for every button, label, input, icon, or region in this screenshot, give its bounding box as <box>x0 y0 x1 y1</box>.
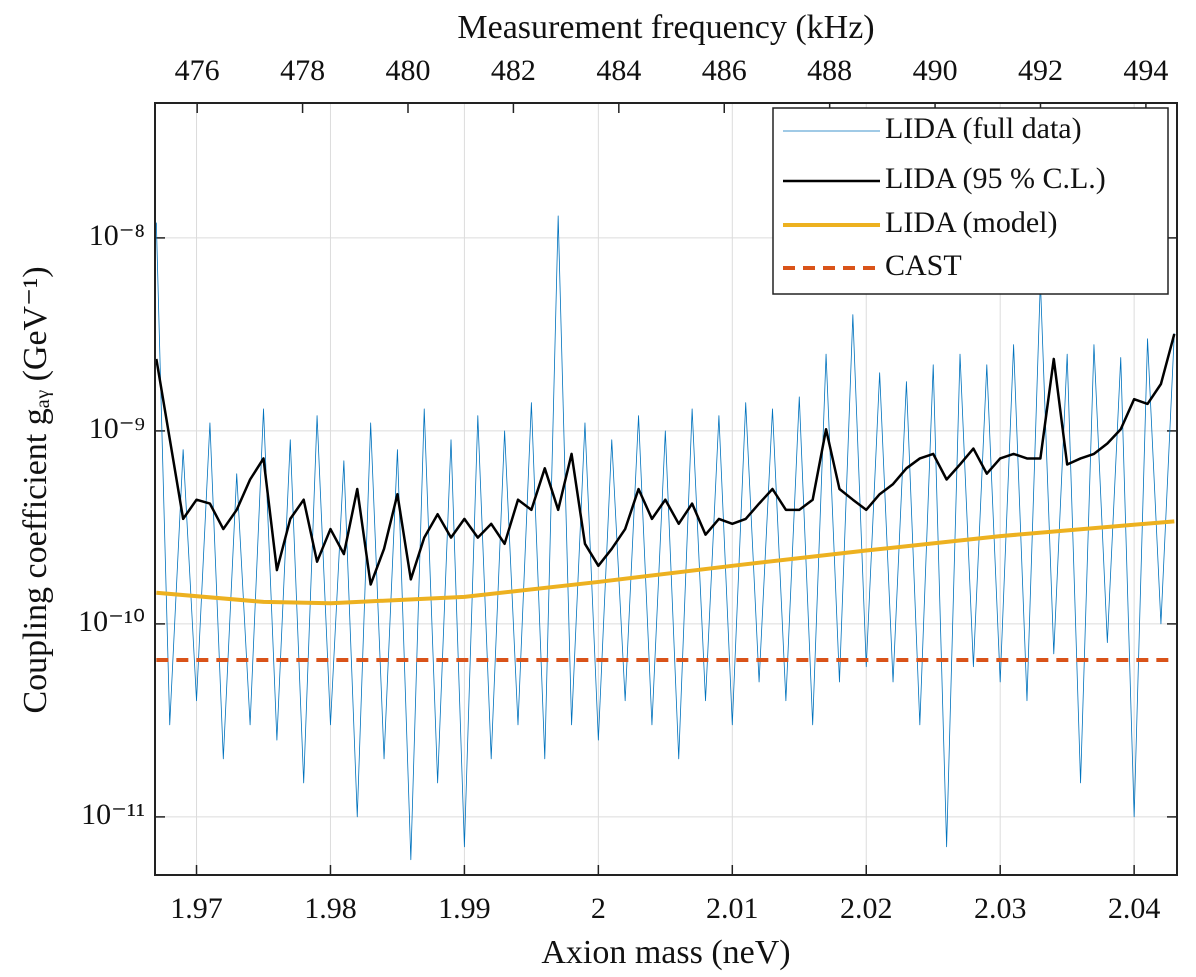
legend-label: LIDA (95 % C.L.) <box>885 162 1106 195</box>
x-tick-label: 2 <box>591 892 606 925</box>
x-tick-label: 2.01 <box>706 892 759 925</box>
y-tick-label: 10⁻¹¹ <box>81 798 145 831</box>
x2-tick-label: 476 <box>175 54 220 87</box>
y-tick-label: 10⁻⁸ <box>89 219 145 252</box>
x2-tick-label: 480 <box>385 54 430 87</box>
x-tick-label: 2.03 <box>974 892 1027 925</box>
series-line <box>155 215 1175 861</box>
y-axis-label: Coupling coefficient gₐᵧ (GeV⁻¹) <box>17 266 54 713</box>
x-axis-label: Axion mass (neV) <box>541 934 790 971</box>
x-tick-label: 1.98 <box>304 892 357 925</box>
x2-tick-label: 486 <box>702 54 747 87</box>
y-tick-label: 10⁻⁹ <box>89 412 145 445</box>
x-tick-label: 2.04 <box>1108 892 1161 925</box>
top-axis-title: Measurement frequency (kHz) <box>457 9 874 46</box>
series-line <box>155 333 1176 586</box>
y-tick-label: 10⁻¹⁰ <box>78 605 145 638</box>
x2-tick-label: 492 <box>1018 54 1063 87</box>
legend-label: LIDA (full data) <box>885 112 1082 145</box>
x2-tick-label: 484 <box>596 54 641 87</box>
legend-label: CAST <box>885 249 962 282</box>
x-tick-label: 1.97 <box>170 892 223 925</box>
legend-label: LIDA (model) <box>885 206 1057 239</box>
plot-area <box>155 215 1176 861</box>
x2-tick-label: 494 <box>1123 54 1168 87</box>
x-tick-label: 2.02 <box>840 892 893 925</box>
x2-tick-label: 488 <box>807 54 852 87</box>
x2-tick-label: 490 <box>913 54 958 87</box>
legend-box <box>772 107 1169 295</box>
series-line <box>156 519 1175 606</box>
x2-tick-label: 478 <box>280 54 325 87</box>
plot-frame <box>154 102 1178 876</box>
x2-tick-label: 482 <box>491 54 536 87</box>
x-tick-label: 1.99 <box>438 892 491 925</box>
